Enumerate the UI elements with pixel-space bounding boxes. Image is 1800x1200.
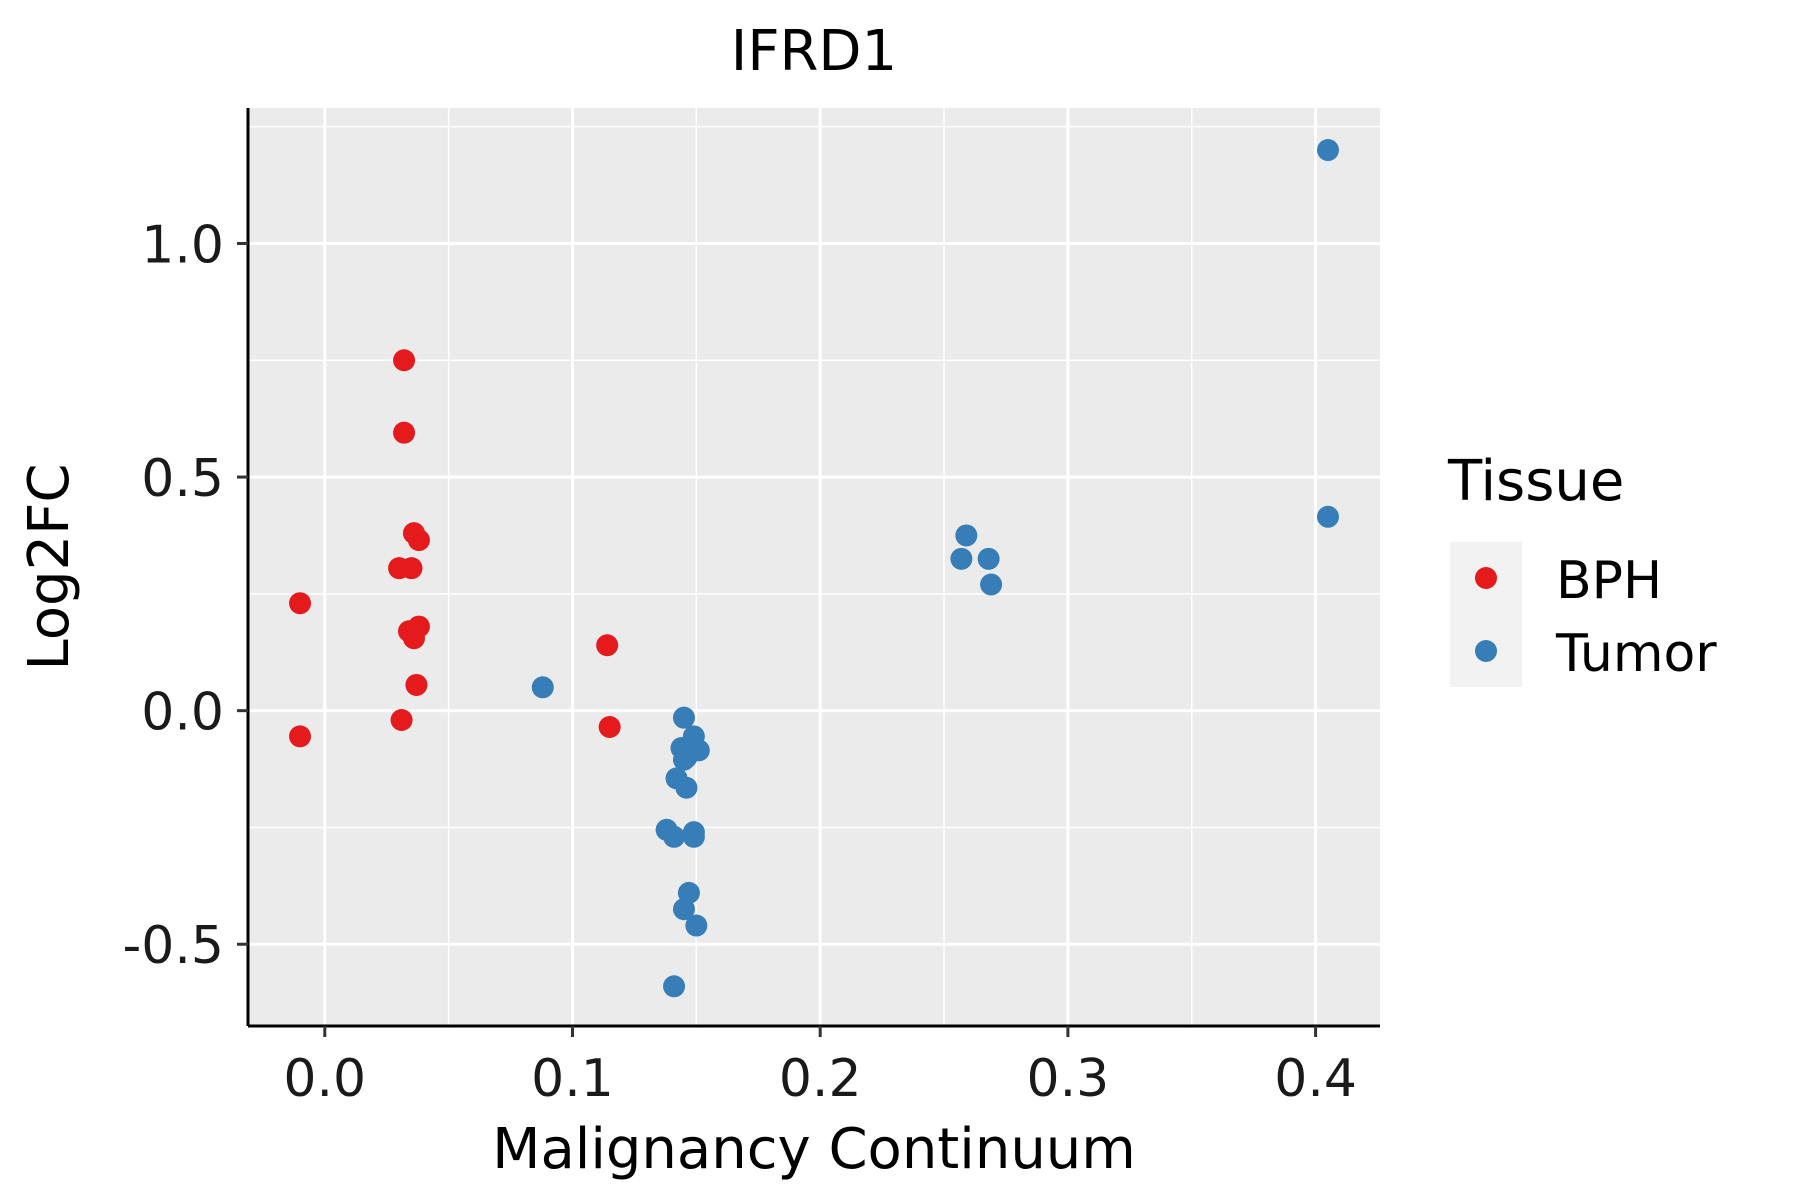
x-tick-label: 0.2 — [779, 1049, 862, 1109]
point-bph — [405, 673, 428, 696]
point-tumor — [1316, 139, 1339, 162]
x-axis-title: Malignancy Continuum — [492, 1117, 1136, 1182]
y-tick-label: 1.0 — [141, 215, 224, 275]
minor-gridlines — [248, 108, 1380, 1026]
point-tumor — [531, 676, 554, 699]
point-tumor — [977, 547, 1000, 570]
point-tumor — [672, 748, 695, 771]
y-axis-ticks: -0.5 0.0 0.5 1.0 — [123, 215, 248, 976]
point-tumor — [980, 573, 1003, 596]
point-bph — [393, 349, 416, 372]
x-tick-label: 0.4 — [1274, 1049, 1357, 1109]
point-tumor — [682, 825, 705, 848]
y-axis-title: Log2FC — [17, 464, 82, 671]
legend-key-bph — [1475, 567, 1497, 589]
legend-label-tumor: Tumor — [1555, 624, 1717, 684]
x-tick-label: 0.0 — [283, 1049, 366, 1109]
chart-title: IFRD1 — [731, 19, 897, 84]
point-bph — [289, 725, 312, 748]
x-tick-label: 0.3 — [1027, 1049, 1110, 1109]
point-tumor — [663, 975, 686, 998]
x-tick-label: 0.1 — [531, 1049, 614, 1109]
point-bph — [596, 634, 619, 657]
major-gridlines — [248, 108, 1380, 1026]
legend-key-tumor — [1475, 640, 1497, 662]
point-tumor — [685, 914, 708, 937]
legend-key-background — [1450, 542, 1522, 687]
point-bph — [289, 592, 312, 615]
y-tick-label: 0.5 — [141, 449, 224, 509]
legend: Tissue BPH Tumor — [1447, 449, 1717, 687]
y-tick-label: -0.5 — [123, 916, 224, 976]
x-axis-ticks: 0.0 0.1 0.2 0.3 0.4 — [283, 1026, 1357, 1109]
legend-title: Tissue — [1447, 449, 1624, 514]
point-tumor — [672, 706, 695, 729]
point-bph — [400, 557, 423, 580]
point-tumor — [675, 776, 698, 799]
point-bph — [402, 627, 425, 650]
point-tumor — [663, 825, 686, 848]
legend-label-bph: BPH — [1556, 551, 1662, 611]
point-tumor — [955, 524, 978, 547]
point-bph — [390, 709, 413, 731]
point-tumor — [1316, 505, 1339, 528]
point-bph — [393, 421, 416, 444]
point-bph — [407, 529, 430, 552]
y-tick-label: 0.0 — [141, 683, 224, 743]
data-points — [289, 139, 1339, 998]
point-tumor — [950, 547, 973, 570]
point-tumor — [672, 898, 695, 921]
point-bph — [598, 716, 621, 739]
